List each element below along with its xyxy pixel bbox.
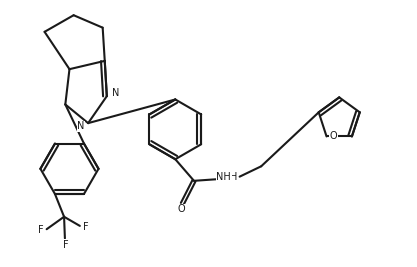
Text: H: H — [230, 172, 237, 182]
Text: F: F — [83, 222, 88, 232]
Text: NH: NH — [216, 172, 231, 182]
Text: O: O — [330, 131, 337, 142]
Text: F: F — [38, 225, 44, 235]
Text: N: N — [112, 88, 120, 98]
Text: N: N — [78, 121, 85, 131]
Text: F: F — [63, 240, 68, 250]
Text: O: O — [178, 205, 185, 214]
Text: N: N — [220, 174, 228, 184]
